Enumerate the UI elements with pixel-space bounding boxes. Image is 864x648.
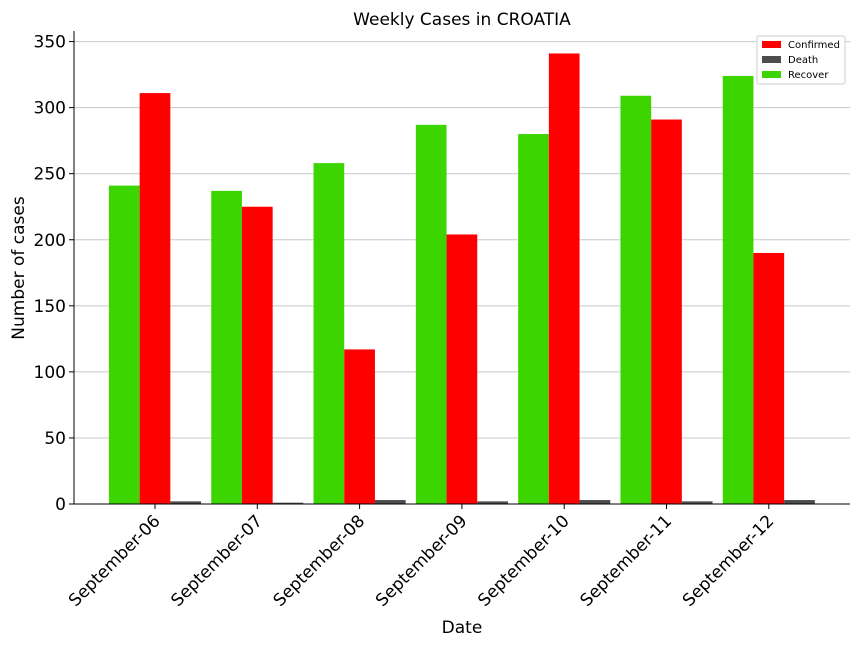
bar-recover xyxy=(518,134,549,505)
bar-death xyxy=(272,502,304,504)
legend-swatch-confirmed xyxy=(762,41,781,48)
bar-recover xyxy=(211,190,242,504)
bar-confirmed xyxy=(344,349,375,504)
x-axis-title: Date xyxy=(442,618,483,638)
y-tick-label: 250 xyxy=(34,165,66,185)
bar-death xyxy=(170,501,202,504)
bar-recover xyxy=(108,185,140,504)
x-tick-label: September-09 xyxy=(372,511,471,610)
legend-label-confirmed: Confirmed xyxy=(788,40,840,51)
y-tick-label: 150 xyxy=(34,297,66,317)
legend-swatch-recover xyxy=(762,71,781,78)
bar-death xyxy=(784,500,815,504)
bar-death xyxy=(374,500,406,504)
x-tick-label: September-10 xyxy=(474,511,573,610)
bar-death xyxy=(681,501,713,504)
x-tick-label: September-06 xyxy=(65,511,164,610)
bar-confirmed xyxy=(446,234,478,504)
legend: Confirmed Death Recover xyxy=(756,35,846,85)
bars xyxy=(108,53,815,505)
x-tick-label: September-07 xyxy=(167,511,266,610)
bar-recover xyxy=(722,75,754,505)
legend-swatch-death xyxy=(762,56,781,63)
bar-recover xyxy=(313,163,345,504)
bar-confirmed xyxy=(241,206,273,505)
y-tick-label: 100 xyxy=(34,363,66,383)
y-ticks: 0 50 100 150 200 250 300 350 xyxy=(34,33,74,515)
chart-title: Weekly Cases in CROATIA xyxy=(353,10,571,30)
y-axis-title: Number of cases xyxy=(9,196,29,340)
y-tick-label: 0 xyxy=(55,495,66,515)
legend-label-death: Death xyxy=(788,55,818,66)
bar-confirmed xyxy=(651,119,682,505)
y-tick-label: 350 xyxy=(34,33,66,53)
x-ticks: September-06 September-07 September-08 Sept… xyxy=(65,504,778,611)
bar-recover xyxy=(415,124,447,505)
bar-confirmed xyxy=(753,252,785,504)
bar-death xyxy=(477,501,508,504)
x-tick-label: September-11 xyxy=(577,511,676,610)
x-tick-label: September-08 xyxy=(270,511,369,610)
bar-recover xyxy=(620,95,652,504)
legend-label-recover: Recover xyxy=(788,70,829,81)
y-tick-label: 50 xyxy=(44,429,66,449)
y-tick-label: 200 xyxy=(34,231,66,251)
bar-death xyxy=(579,500,611,504)
bar-confirmed xyxy=(139,93,171,504)
y-tick-label: 300 xyxy=(34,99,66,119)
x-tick-label: September-12 xyxy=(679,511,778,610)
bar-confirmed xyxy=(548,53,580,504)
